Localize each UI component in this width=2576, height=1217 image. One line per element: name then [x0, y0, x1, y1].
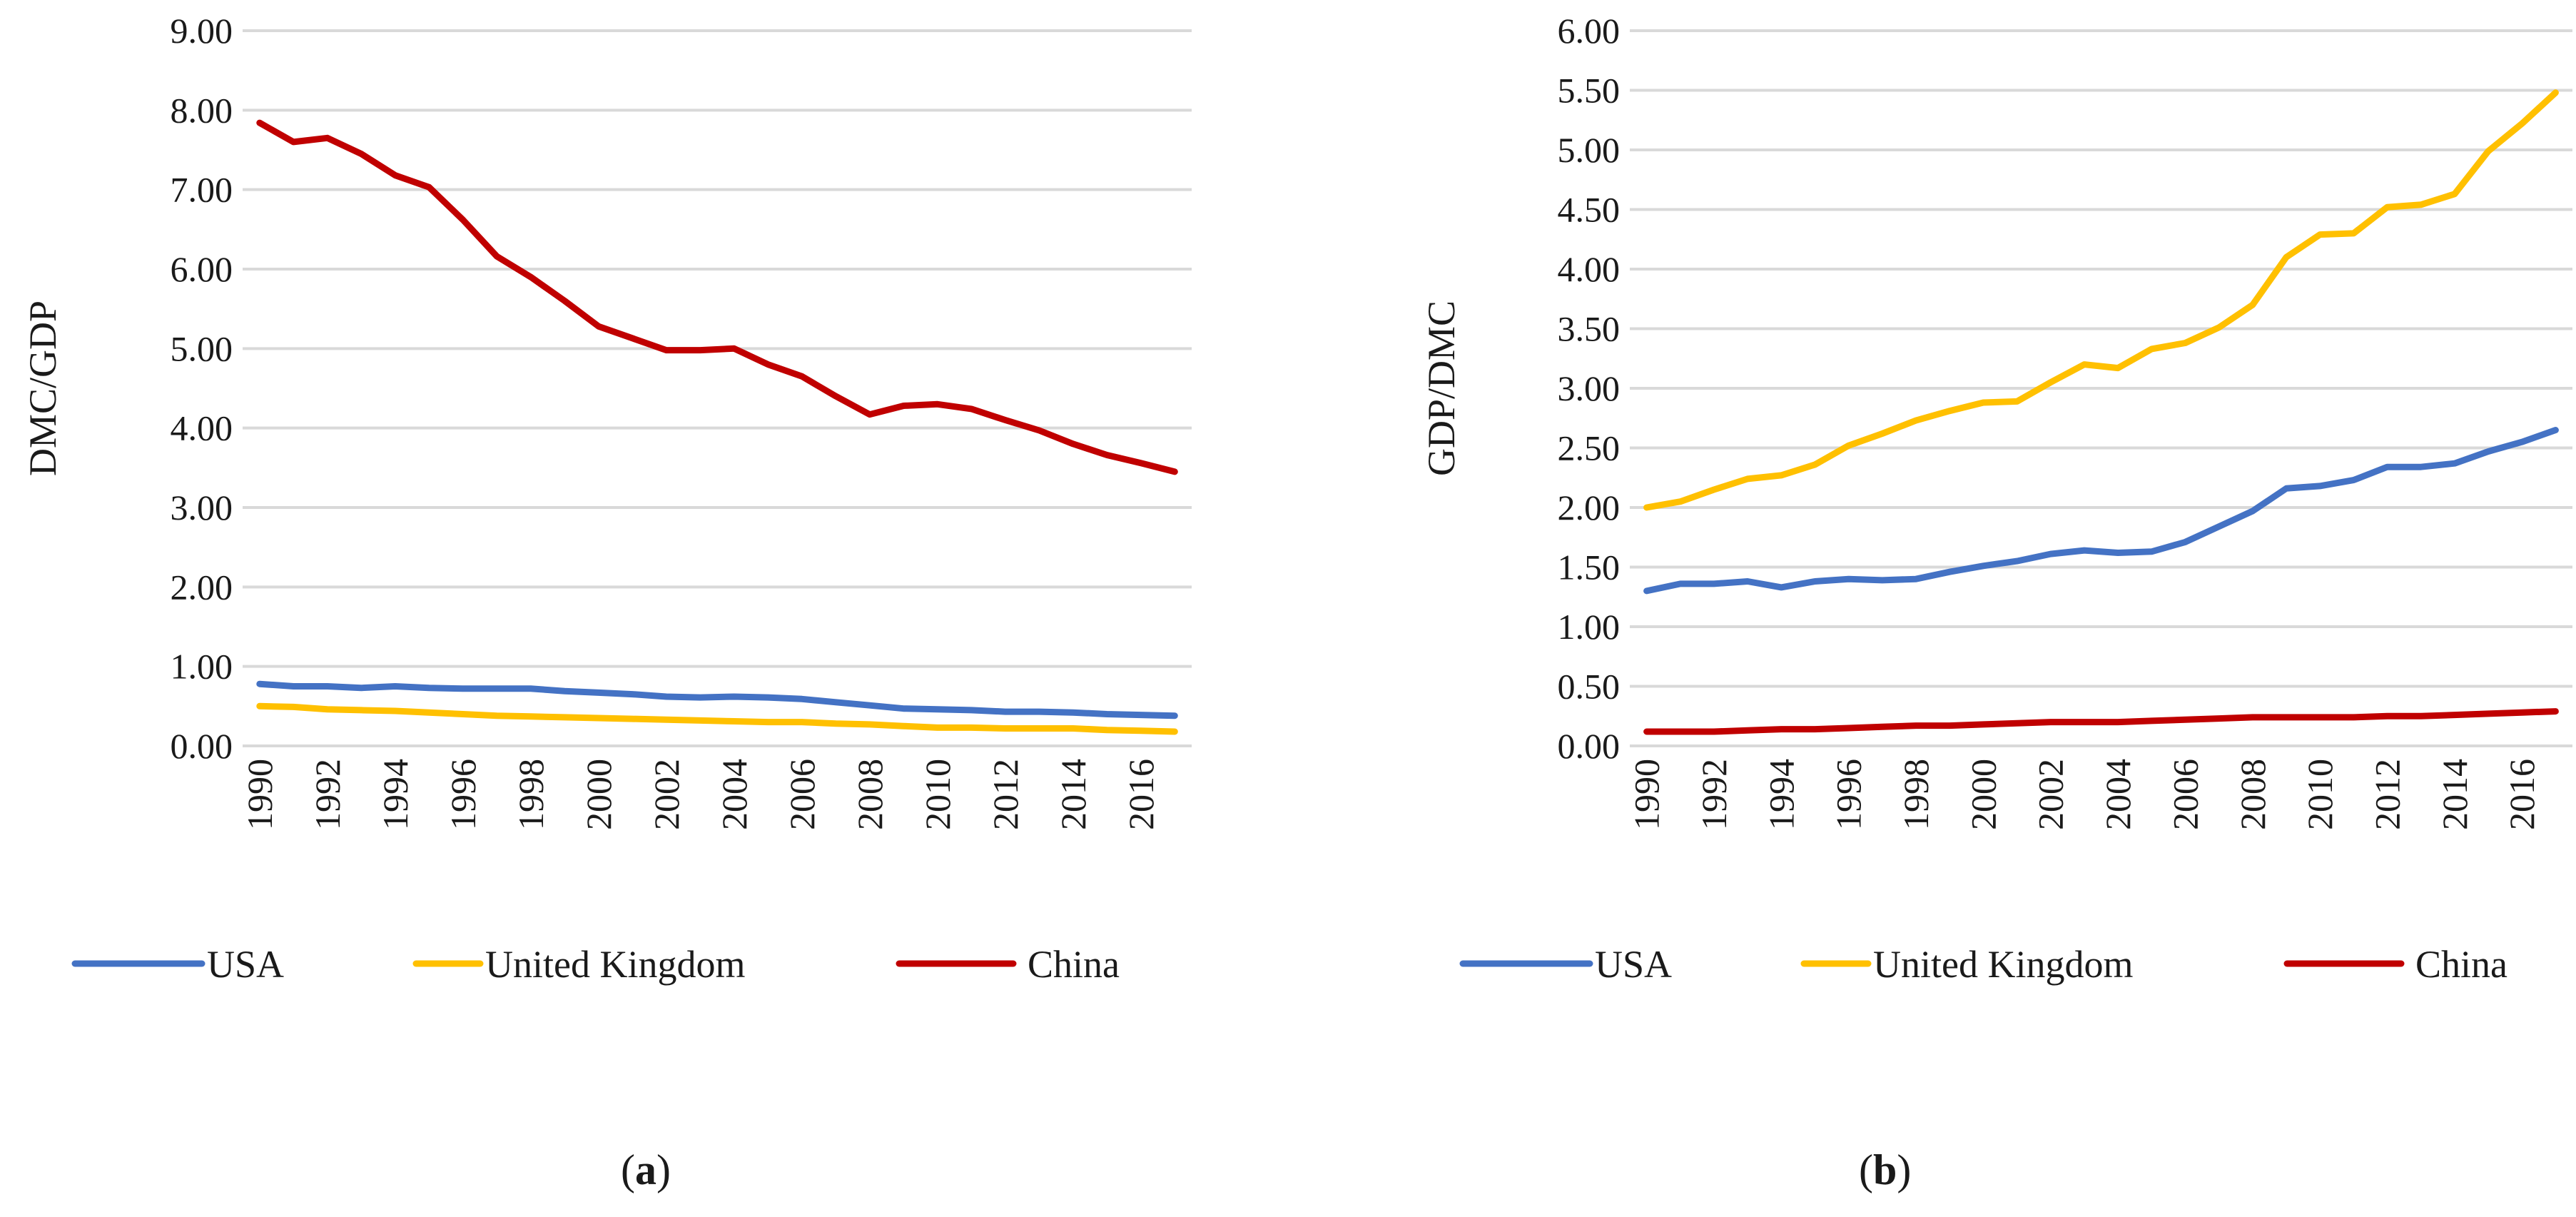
series-line-china	[256, 119, 1178, 475]
y-tick-label: 0.00	[171, 726, 233, 766]
legend-label: United Kingdom	[1873, 943, 2133, 986]
x-tick-label: 1996	[443, 759, 483, 830]
x-tick-label: 2002	[646, 759, 686, 830]
x-tick-label: 2012	[2368, 759, 2408, 830]
x-tick-label: 1992	[1694, 759, 1734, 830]
y-tick-label: 3.00	[171, 488, 233, 527]
y-tick-label: 2.50	[1558, 428, 1621, 468]
x-tick-label: 1994	[1761, 759, 1801, 830]
x-tick-label: 2004	[714, 759, 754, 830]
y-tick-label: 4.00	[1558, 249, 1621, 289]
y-tick-label: 0.50	[1558, 667, 1621, 707]
chart-panel-a: 0.00 1.00 2.00 3.00 4.00 5.00 6.00 7.00 8.00 9.00…	[21, 11, 1192, 986]
x-tick-label: 1990	[1627, 759, 1667, 830]
x-tick-label: 2014	[2435, 759, 2475, 830]
x-tick-label: 1990	[240, 759, 280, 830]
panel-label-b: (b)	[1859, 1146, 1912, 1193]
y-tick-label: 9.00	[171, 11, 233, 51]
x-tick-label: 2010	[918, 759, 958, 830]
y-tick-label: 7.00	[171, 170, 233, 210]
y-tick-label: 4.50	[1558, 190, 1621, 230]
x-tick-label: 2008	[2233, 759, 2273, 830]
series-line-china	[1643, 708, 2559, 735]
legend-label: China	[2415, 943, 2507, 986]
y-tick-label: 2.00	[171, 567, 233, 607]
series-line-united-kingdom	[1643, 89, 2559, 511]
legend-label: USA	[1595, 943, 1672, 986]
x-tick-label: 2002	[2031, 759, 2071, 830]
x-tick-label: 2004	[2098, 759, 2138, 830]
x-tick-label: 2008	[850, 759, 890, 830]
x-tick-label: 1994	[375, 759, 415, 830]
legend-label: USA	[207, 943, 284, 986]
y-tick-label: 8.00	[171, 90, 233, 130]
series-line-united-kingdom	[256, 702, 1178, 735]
y-tick-label: 4.00	[171, 408, 233, 448]
y-axis-title: GDP/DMC	[1420, 301, 1463, 476]
y-tick-label: 1.00	[1558, 607, 1621, 647]
legend-label: United Kingdom	[485, 943, 745, 986]
x-tick-label: 1998	[1896, 759, 1936, 830]
x-tick-label: 2000	[579, 759, 619, 830]
y-tick-label: 2.00	[1558, 488, 1621, 527]
y-tick-label: 6.00	[1558, 11, 1621, 51]
x-tick-label: 1998	[511, 759, 551, 830]
y-tick-label: 5.00	[1558, 130, 1621, 170]
y-tick-label: 5.00	[171, 328, 233, 368]
y-axis-title: DMC/GDP	[21, 301, 64, 476]
y-tick-label: 6.00	[171, 249, 233, 289]
x-tick-label: 1992	[308, 759, 348, 830]
x-tick-label: 2012	[985, 759, 1025, 830]
x-tick-label: 2016	[1121, 759, 1161, 830]
x-tick-label: 2006	[782, 759, 822, 830]
x-tick-label: 2010	[2300, 759, 2340, 830]
series-line-usa	[1643, 427, 2559, 595]
series-line-usa	[256, 680, 1178, 719]
y-tick-label: 5.50	[1558, 71, 1621, 111]
y-tick-label: 3.00	[1558, 368, 1621, 408]
x-tick-label: 2000	[1963, 759, 2003, 830]
x-tick-label: 2014	[1053, 759, 1093, 830]
legend-label: China	[1028, 943, 1120, 986]
y-tick-label: 3.50	[1558, 309, 1621, 349]
y-tick-label: 0.00	[1558, 726, 1621, 766]
x-tick-label: 2006	[2165, 759, 2205, 830]
chart-panel-b: 0.00 0.50 1.00 1.50 2.00 2.50 3.00 3.50 4.00 4.50…	[1420, 11, 2572, 986]
x-tick-label: 2016	[2502, 759, 2542, 830]
y-tick-label: 1.00	[171, 647, 233, 687]
x-tick-label: 1996	[1829, 759, 1869, 830]
panel-label-a: (a)	[621, 1146, 671, 1193]
y-tick-label: 1.50	[1558, 547, 1621, 587]
